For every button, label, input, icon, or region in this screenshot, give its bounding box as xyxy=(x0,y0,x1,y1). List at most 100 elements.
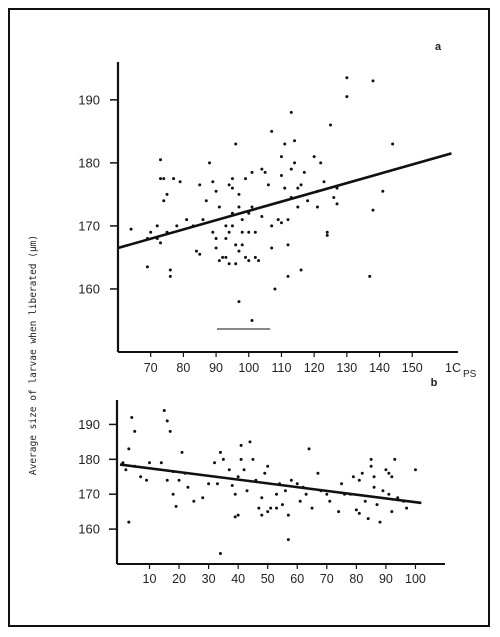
data-point xyxy=(204,199,208,203)
data-point xyxy=(214,189,218,193)
data-point xyxy=(337,510,341,514)
regression-line xyxy=(117,152,452,250)
data-point xyxy=(214,237,218,241)
data-point xyxy=(159,461,163,465)
data-point xyxy=(381,189,385,193)
data-point xyxy=(217,259,221,263)
data-point xyxy=(254,478,258,482)
data-point xyxy=(348,492,352,496)
data-point xyxy=(244,177,247,181)
data-point xyxy=(239,443,243,447)
data-point xyxy=(237,300,241,304)
data-point xyxy=(378,520,382,524)
data-point xyxy=(279,221,283,225)
data-point xyxy=(304,492,308,496)
data-point xyxy=(387,492,391,496)
data-point xyxy=(289,110,293,114)
data-point xyxy=(230,177,234,181)
data-point xyxy=(224,255,228,259)
x-tick-label: 130 xyxy=(336,361,357,375)
data-point xyxy=(162,177,166,181)
data-point xyxy=(162,199,166,203)
y-tick-label: 190 xyxy=(78,92,100,107)
data-point xyxy=(237,205,241,209)
data-point xyxy=(234,243,238,247)
data-point xyxy=(372,485,376,489)
x-tick-label: 100 xyxy=(238,361,259,375)
data-point xyxy=(172,177,176,181)
data-point xyxy=(240,230,244,234)
data-point xyxy=(260,214,264,218)
x-tick-label: 50 xyxy=(261,572,275,586)
data-point xyxy=(351,475,355,479)
data-point xyxy=(289,478,293,482)
data-point xyxy=(270,129,274,133)
data-point xyxy=(354,508,358,512)
data-point xyxy=(175,224,179,228)
data-point xyxy=(279,155,283,159)
data-point xyxy=(266,510,270,514)
data-point xyxy=(396,496,400,500)
data-point xyxy=(247,211,251,215)
data-point xyxy=(371,79,375,83)
data-point xyxy=(247,259,251,263)
data-point xyxy=(302,170,306,174)
data-point xyxy=(148,461,152,465)
data-point xyxy=(286,538,290,542)
data-point xyxy=(208,161,212,165)
data-point xyxy=(402,499,406,503)
data-point xyxy=(194,249,198,253)
data-point xyxy=(332,196,336,200)
y-tick-label: 170 xyxy=(78,487,100,502)
data-point xyxy=(133,429,137,433)
data-point xyxy=(345,76,349,80)
y-tick-label: 160 xyxy=(78,281,100,296)
data-point xyxy=(159,241,162,245)
panel-label: b xyxy=(431,377,438,389)
data-point xyxy=(299,183,303,187)
data-point xyxy=(405,506,409,510)
data-point xyxy=(253,230,257,234)
data-point xyxy=(299,268,303,272)
data-point xyxy=(165,192,169,196)
data-point xyxy=(213,461,217,465)
data-point xyxy=(393,457,397,461)
data-point xyxy=(375,503,379,507)
data-point xyxy=(165,230,169,234)
data-point xyxy=(162,408,166,412)
data-point xyxy=(214,246,218,250)
data-point xyxy=(316,471,320,475)
data-point xyxy=(296,205,300,209)
y-tick-label: 170 xyxy=(78,218,100,233)
data-point xyxy=(250,318,254,322)
data-point xyxy=(279,173,283,177)
data-point xyxy=(372,475,376,479)
data-point xyxy=(315,205,319,209)
data-point xyxy=(251,457,255,461)
data-point xyxy=(237,192,241,196)
y-tick-label: 190 xyxy=(78,417,100,432)
data-point xyxy=(335,186,339,190)
data-point xyxy=(286,513,290,517)
data-point xyxy=(230,211,234,215)
data-point xyxy=(218,450,222,454)
data-point xyxy=(230,224,234,228)
data-point xyxy=(245,489,249,493)
data-point xyxy=(360,471,364,475)
data-point xyxy=(381,489,385,493)
x-unit-label: PS xyxy=(463,369,477,380)
x-tick-label: 140 xyxy=(369,361,390,375)
y-axis-label: Average size of larvae when liberated (μ… xyxy=(28,235,39,475)
x-tick-label: 80 xyxy=(349,572,363,586)
data-point xyxy=(198,183,202,187)
data-point xyxy=(263,471,267,475)
data-point xyxy=(391,142,395,146)
data-point xyxy=(270,246,274,250)
data-point xyxy=(283,186,287,190)
data-point xyxy=(369,464,373,468)
data-point xyxy=(250,170,254,174)
data-point xyxy=(217,205,221,209)
x-tick-label: 90 xyxy=(209,361,223,375)
data-point xyxy=(293,139,297,143)
data-point xyxy=(127,520,131,524)
